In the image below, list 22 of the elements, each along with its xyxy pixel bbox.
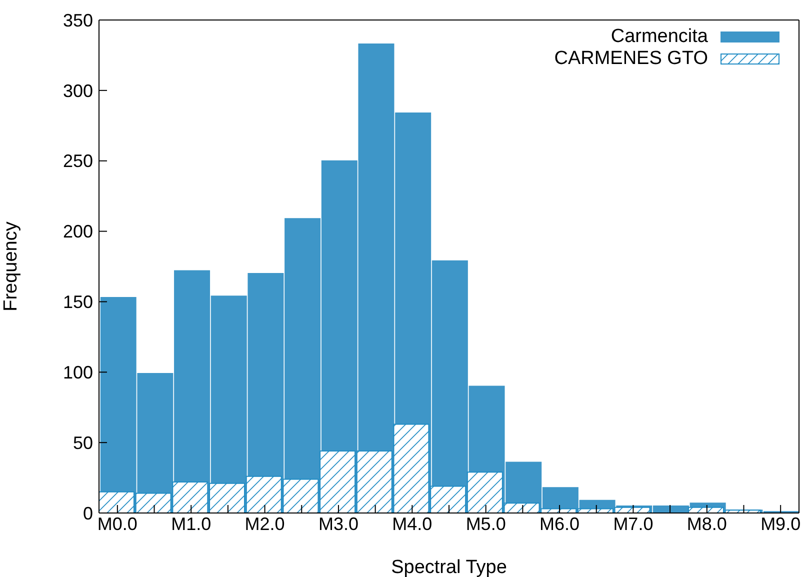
x-tick-label: M6.0 <box>540 514 580 534</box>
y-tick-label: 150 <box>62 292 93 312</box>
x-tick-label: M8.0 <box>686 514 727 534</box>
x-tick-label: M3.0 <box>318 514 358 534</box>
x-tick-label: M4.0 <box>392 514 432 534</box>
x-tick-label: M7.0 <box>613 514 654 534</box>
y-tick-label: 250 <box>62 151 93 172</box>
legend-label: Carmencita <box>610 26 708 48</box>
y-tick-label: 200 <box>62 222 93 242</box>
legend-label: CARMENES GTO <box>554 48 708 70</box>
y-tick-label: 100 <box>62 362 93 383</box>
y-axis-title: Frequency <box>0 221 22 312</box>
x-axis-title: Spectral Type <box>391 557 507 577</box>
y-tick-label: 0 <box>82 503 93 524</box>
x-tick-label: M9.0 <box>760 514 801 534</box>
x-tick-label: M0.0 <box>97 514 138 534</box>
y-tick-label: 50 <box>72 432 93 453</box>
y-tick-label: 300 <box>62 80 93 101</box>
x-tick-label: M2.0 <box>244 514 285 534</box>
x-tick-label: M1.0 <box>171 514 212 534</box>
x-tick-label: M5.0 <box>466 514 506 534</box>
y-tick-label: 350 <box>62 10 93 30</box>
